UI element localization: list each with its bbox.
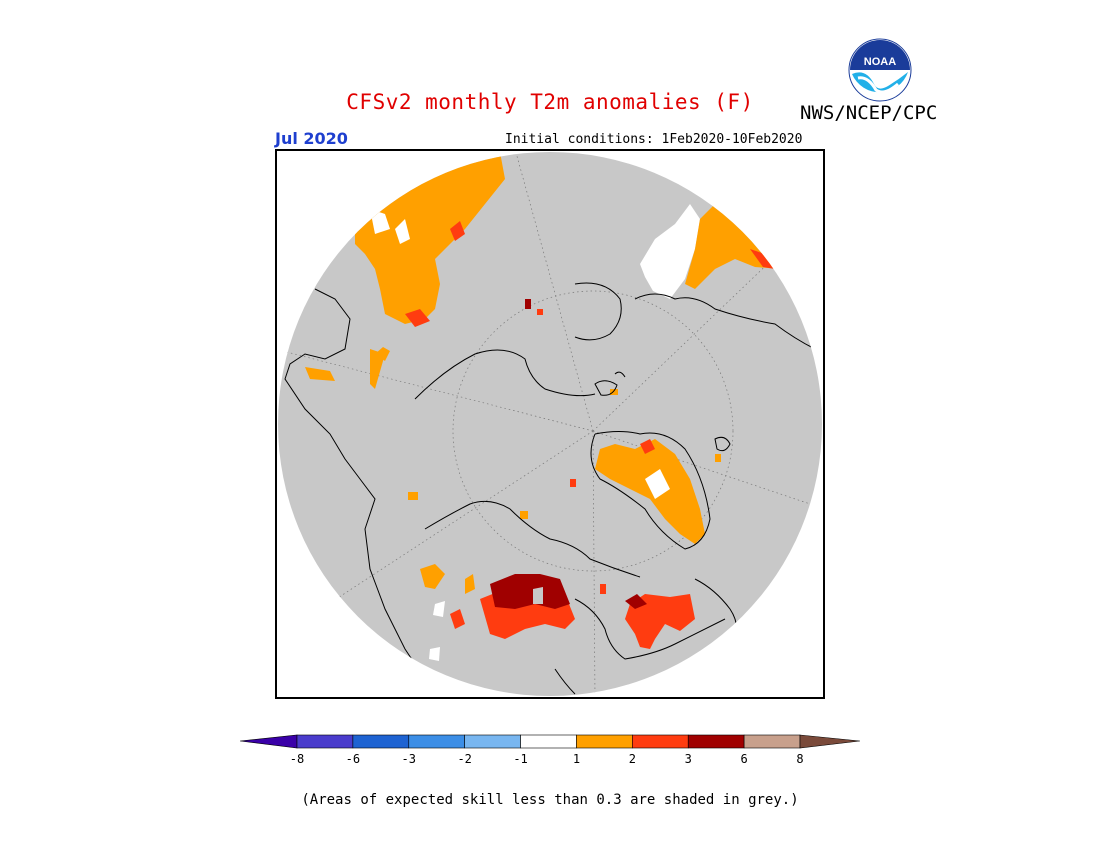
colorbar-tick-label: -3 bbox=[402, 752, 416, 766]
colorbar-tick-label: 1 bbox=[573, 752, 580, 766]
colorbar-swatches bbox=[296, 734, 801, 749]
region-alaska bbox=[420, 564, 475, 661]
region-hudson-bay bbox=[625, 594, 695, 649]
polar-anomaly-map bbox=[275, 149, 825, 699]
region-europe-red bbox=[405, 221, 465, 327]
chart-title: CFSv2 monthly T2m anomalies (F) bbox=[346, 90, 754, 114]
colorbar-tick-label: 8 bbox=[796, 752, 803, 766]
colorbar-swatch bbox=[408, 734, 465, 749]
colorbar-swatch bbox=[576, 734, 633, 749]
colorbar-swatch bbox=[520, 734, 577, 749]
colorbar-tick-labels: -8 -6 -3 -2 -1 1 2 3 6 8 bbox=[290, 752, 804, 766]
colorbar-tick-label: -2 bbox=[457, 752, 471, 766]
coastlines bbox=[284, 282, 816, 695]
colorbar-tick-label: 6 bbox=[740, 752, 747, 766]
colorbar-swatch bbox=[632, 734, 689, 749]
noaa-logo-text: NOAA bbox=[864, 56, 896, 68]
noaa-logo-icon: NOAA bbox=[848, 38, 912, 102]
graticule bbox=[278, 152, 822, 696]
colorbar-swatch bbox=[687, 734, 745, 749]
colorbar-swatch bbox=[296, 734, 354, 749]
initial-conditions: Initial conditions: 1Feb2020-10Feb2020 bbox=[505, 132, 803, 147]
colorbar-swatch bbox=[464, 734, 521, 749]
colorbar-tick-label: -8 bbox=[290, 752, 304, 766]
colorbar-tick-label: 3 bbox=[685, 752, 692, 766]
colorbar-tick-label: -1 bbox=[513, 752, 527, 766]
colorbar-tick-label: -6 bbox=[346, 752, 360, 766]
colorbar-low-arrow bbox=[240, 734, 298, 749]
colorbar-swatch bbox=[352, 734, 410, 749]
footnote: (Areas of expected skill less than 0.3 a… bbox=[301, 792, 799, 808]
region-western-canada bbox=[480, 574, 575, 639]
agency-label: NWS/NCEP/CPC bbox=[800, 102, 938, 124]
region-greenland bbox=[595, 439, 705, 544]
map-frame bbox=[275, 149, 825, 699]
colorbar-swatch bbox=[743, 734, 801, 749]
forecast-month: Jul 2020 bbox=[275, 129, 348, 148]
scattered-anomalies bbox=[408, 299, 721, 594]
colorbar-tick-label: 2 bbox=[629, 752, 636, 766]
colorbar-high-arrow bbox=[799, 734, 860, 749]
color-scale-bar: -8 -6 -3 -2 -1 1 2 3 6 8 bbox=[240, 734, 860, 766]
